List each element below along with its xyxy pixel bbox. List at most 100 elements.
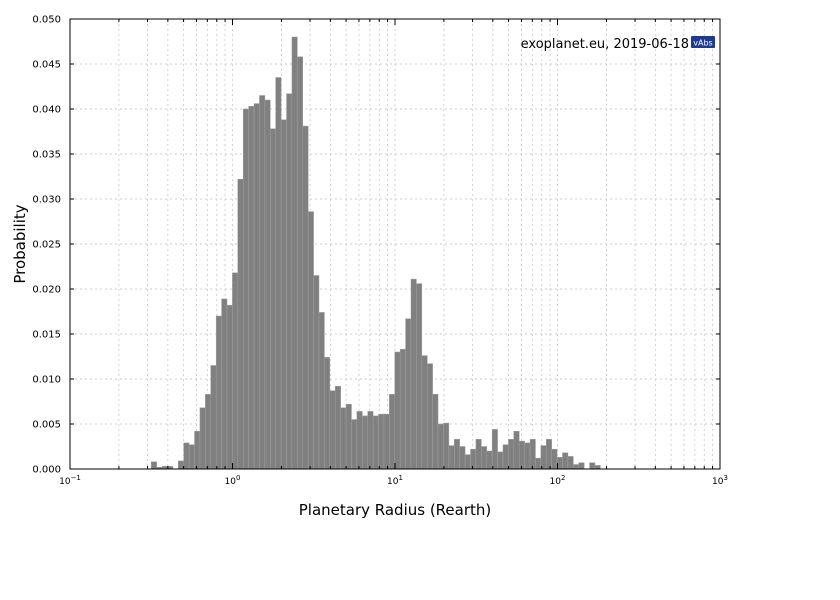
histogram-bar [514,431,519,469]
histogram-bar [308,212,313,469]
y-tick-label: 0.035 [32,150,61,161]
histogram-bar [481,447,486,470]
y-tick-label: 0.045 [32,60,61,71]
histogram-bar [379,414,384,469]
histogram-bar [254,104,259,469]
histogram-bar [579,463,584,469]
exoplanet-logo-badge: vAbs [691,36,715,48]
histogram-bar [422,356,427,469]
histogram-bar [487,451,492,469]
histogram-bar [389,394,394,469]
histogram-bar [373,416,378,469]
histogram-bar [568,456,573,469]
histogram-bar [406,319,411,469]
y-tick-label: 0.050 [32,15,61,26]
histogram-bar [492,429,497,469]
histogram-bar [324,357,329,469]
histogram-bar [200,408,205,469]
histogram-bar [541,446,546,469]
x-tick-label: 101 [387,474,403,487]
y-tick-label: 0.040 [32,105,61,116]
histogram-bar [216,316,221,469]
histogram-bar [330,391,335,469]
histogram-bar [270,129,275,469]
histogram-bar [449,446,454,469]
histogram-bar [427,364,432,469]
x-tick-label: 100 [225,474,241,487]
y-tick-label: 0.010 [32,375,61,386]
histogram-bar [281,120,286,469]
histogram-bar [498,452,503,469]
histogram-bar [552,449,557,469]
histogram-bar [433,394,438,469]
histogram-bar [287,94,292,469]
histogram-bar [351,420,356,470]
logo-text: vAbs [693,39,712,48]
histogram-bar [238,179,243,469]
x-tick-label: 10−1 [59,474,81,487]
histogram-bar [335,386,340,469]
histogram-bar [276,78,281,470]
y-tick-label: 0.030 [32,195,61,206]
histogram-bar [525,443,530,469]
histogram-bar [178,461,183,469]
histogram-bar [357,411,362,469]
histogram-bar [595,465,600,469]
histogram-bar [249,106,254,469]
histogram-bar [443,423,448,469]
histogram-bar [184,443,189,469]
histogram-bar [384,414,389,469]
x-tick-label: 103 [712,474,728,487]
histogram-bar [416,284,421,469]
histogram-bar [222,299,227,469]
histogram-bar [319,312,324,469]
histogram-bar [503,445,508,469]
histogram-bar [411,279,416,469]
histogram-bar [519,441,524,469]
histogram-bar [292,37,297,469]
histogram-bar [476,439,481,469]
histogram-bar [563,453,568,469]
y-tick-label: 0.005 [32,420,61,431]
y-tick-label: 0.015 [32,330,61,341]
x-tick-labels: 10−1 100 101 102 103 [59,474,728,487]
y-tick-label: 0.025 [32,240,61,251]
histogram-bar [395,352,400,469]
x-axis-title: Planetary Radius (Rearth) [299,501,492,519]
histogram-bar [195,431,200,469]
y-axis-title: Probability [11,204,29,283]
histogram-bar [508,439,513,469]
histogram-bar [535,458,540,469]
histogram-bar [205,394,210,469]
y-tick-label: 0.000 [32,465,61,476]
histogram-bar [151,462,156,469]
y-tick-label: 0.020 [32,285,61,296]
histogram-bar [454,439,459,469]
histogram-bar [211,366,216,470]
histogram-bar [314,276,319,470]
source-annotation: exoplanet.eu, 2019-06-18 [521,37,689,52]
histogram-bar [303,126,308,469]
histogram-bar [465,455,470,469]
histogram-bar [460,447,465,470]
histogram-bar [573,465,578,470]
histogram-bar [243,109,248,469]
y-tick-labels: 0.000 0.005 0.010 0.015 0.020 0.025 0.030 0.035… [32,15,61,476]
histogram-bar [590,463,595,469]
histogram-bar [265,100,270,469]
histogram-bar [341,408,346,469]
histogram-bars [151,37,600,469]
histogram-bar [400,349,405,469]
histogram-bar [232,273,237,469]
histogram-bar [227,305,232,469]
histogram-bar [438,424,443,469]
x-tick-label: 102 [550,474,566,487]
histogram-bar [346,404,351,469]
histogram-bar [189,445,194,469]
histogram-bar [530,439,535,469]
histogram-bar [297,57,302,469]
histogram-bar [259,96,264,470]
histogram-bar [471,449,476,469]
histogram-bar [368,411,373,469]
